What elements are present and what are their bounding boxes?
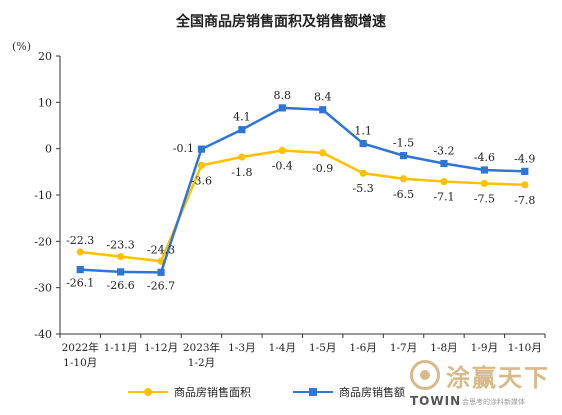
data-label-0: -0.9 [312, 162, 333, 175]
data-point-0 [197, 161, 206, 169]
x-tick-label: 1-9月 [471, 342, 498, 354]
data-point-1 [76, 265, 84, 274]
legend-item-amount: 商品房销售额 [293, 384, 405, 400]
data-label-0: -22.3 [66, 234, 94, 247]
data-label-1: -0.1 [173, 142, 194, 155]
data-label-1: 8.8 [274, 89, 292, 102]
x-tick-label: 1-11月 [104, 342, 138, 354]
y-tick-label: -30 [34, 282, 52, 295]
data-point-0 [480, 179, 488, 188]
legend-marker-square [309, 388, 317, 396]
data-label-0: -7.1 [433, 191, 454, 204]
data-point-0 [521, 181, 529, 189]
legend-swatch-area [128, 388, 168, 396]
data-label-1: 8.4 [314, 91, 332, 104]
x-tick-label: 2022年 [62, 341, 99, 354]
legend-swatch-amount [293, 388, 333, 396]
data-point-0 [117, 253, 125, 261]
data-label-1: 4.1 [233, 111, 251, 124]
data-label-0: -7.8 [514, 194, 535, 207]
data-label-0: -5.3 [353, 182, 374, 195]
data-label-1: -4.9 [514, 152, 535, 165]
data-label-0: -3.6 [191, 174, 212, 187]
data-point-1 [197, 145, 206, 153]
y-tick-label: 20 [38, 50, 52, 63]
data-point-0 [399, 175, 408, 183]
data-point-1 [238, 126, 246, 134]
x-tick-label: 1-10月 [508, 342, 542, 354]
x-tick-label: 2023年 [183, 341, 220, 354]
x-tick-label: 1-2月 [188, 357, 215, 369]
data-point-0 [238, 153, 246, 161]
data-label-0: -0.4 [272, 160, 293, 173]
y-tick-label: 10 [38, 96, 52, 109]
x-tick-label: 1-3月 [228, 342, 255, 354]
data-label-1: -3.2 [433, 144, 454, 157]
x-tick-label: 1-12月 [144, 342, 178, 354]
data-label-1: -26.6 [107, 279, 135, 292]
data-label-0: -23.3 [107, 239, 135, 252]
data-point-1 [440, 159, 448, 168]
x-tick-label: 1-6月 [349, 342, 376, 354]
legend-label-amount: 商品房销售额 [339, 386, 405, 399]
data-point-0 [359, 169, 367, 177]
data-point-1 [157, 268, 165, 276]
data-point-1 [117, 268, 125, 276]
series-line-0 [80, 149, 525, 263]
data-label-0: -24.3 [147, 243, 175, 256]
y-tick-label: -40 [34, 328, 52, 341]
legend-label-area: 商品房销售面积 [174, 386, 251, 399]
data-point-0 [76, 248, 84, 256]
data-label-1: -1.5 [393, 137, 414, 150]
data-point-1 [278, 104, 286, 112]
data-label-1: -4.6 [474, 151, 495, 164]
data-point-0 [440, 177, 448, 186]
legend: 商品房销售面积 商品房销售额 [0, 380, 562, 404]
data-label-0: -1.8 [231, 166, 252, 179]
watermark-tagline: 会思考的涂料新媒体 [462, 398, 525, 406]
series-line-1 [80, 106, 525, 274]
data-point-0 [278, 146, 286, 155]
data-point-1 [399, 152, 408, 160]
legend-item-area: 商品房销售面积 [128, 384, 251, 400]
x-tick-label: 1-8月 [430, 342, 457, 354]
y-tick-label: -10 [34, 189, 52, 202]
data-point-0 [319, 149, 327, 157]
y-tick-label: -20 [34, 235, 52, 248]
data-label-0: -6.5 [393, 188, 414, 201]
x-tick-label: 1-7月 [390, 342, 417, 354]
data-point-1 [480, 166, 488, 174]
lines-layer [76, 104, 529, 276]
x-tick-label: 1-5月 [309, 342, 336, 354]
axes-layer: -40 -30 -20 -10 0 10 20 2022年 1-10月 1-11月 1-12月 202… [34, 50, 546, 369]
data-label-1: -26.1 [66, 277, 94, 290]
data-label-1: 1.1 [354, 125, 372, 138]
data-point-1 [359, 139, 367, 148]
x-tick-label: 1-4月 [269, 342, 296, 354]
data-labels-layer: -22.3 -23.3 -24.3 -3.6 -1.8 -0.4 -0.9 -5.3 -6.5 -… [66, 89, 535, 292]
legend-marker-circle [144, 388, 152, 396]
watermark: 涂赢天下 TOWIN 会思考的涂料新媒体 [404, 356, 554, 412]
chart-title: 全国商品房销售面积及销售额增速 [176, 14, 386, 30]
data-point-1 [521, 167, 529, 175]
y-tick-label: 0 [45, 143, 52, 156]
y-unit-label: (%) [12, 40, 32, 53]
watermark-brand-cn: 涂赢天下 [446, 363, 550, 392]
data-label-0: -7.5 [474, 192, 495, 205]
circle-logo-icon [410, 360, 440, 390]
data-label-1: -26.7 [147, 279, 175, 292]
data-point-1 [319, 106, 327, 114]
watermark-brand-en: TOWIN [410, 394, 462, 408]
x-tick-label: 1-10月 [63, 357, 97, 369]
